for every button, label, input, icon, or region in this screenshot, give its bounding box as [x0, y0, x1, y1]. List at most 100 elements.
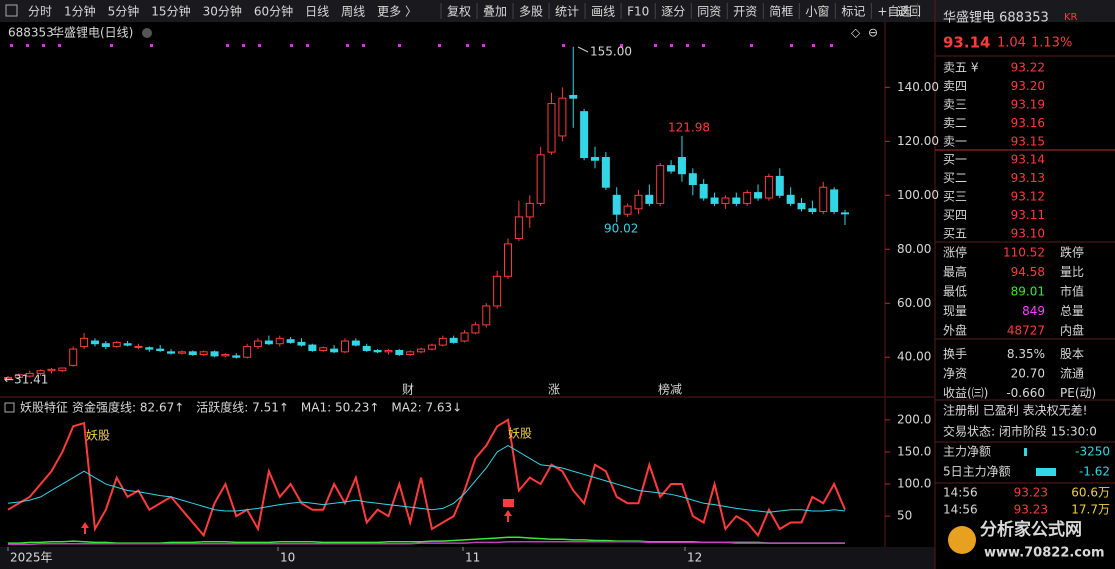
- candle-body: [427, 344, 436, 350]
- event-dot: [562, 44, 565, 47]
- candle-body: [373, 349, 382, 353]
- toolbar-tab[interactable]: 复权: [447, 5, 471, 19]
- event-dot: [58, 44, 61, 47]
- signal-arrow: [504, 510, 512, 522]
- high-pointer: [577, 46, 589, 53]
- candle-body: [449, 337, 458, 343]
- candle-body: [677, 157, 686, 175]
- toolbar-tab[interactable]: 15分钟: [151, 4, 190, 19]
- candle-body: [754, 192, 763, 199]
- candle-body: [308, 344, 317, 351]
- x-tick-label: 11: [465, 551, 480, 565]
- candle-body: [330, 348, 339, 353]
- stat-label: 外盘: [943, 323, 967, 338]
- indicator-line: [8, 541, 845, 546]
- candle-body: [493, 275, 502, 307]
- candle-body: [590, 157, 599, 161]
- candle-body: [351, 340, 360, 346]
- candle-body: [123, 343, 132, 346]
- candle-body: [264, 340, 273, 345]
- candle-body: [47, 368, 56, 372]
- indicator-icon: [4, 402, 15, 413]
- candle-body: [340, 340, 349, 353]
- x-tick-label: 10: [280, 551, 295, 565]
- dropdown[interactable]: [142, 28, 152, 38]
- candle-body: [743, 192, 752, 204]
- stat-label: 量比: [1060, 265, 1084, 279]
- settings[interactable]: ⊖: [868, 26, 878, 40]
- candle-body: [101, 343, 110, 347]
- price: 93.14: [943, 34, 990, 52]
- toolbar-tab[interactable]: 叠加: [483, 5, 507, 19]
- back-button[interactable]: 返回: [897, 5, 921, 19]
- tick-volume: 17.7万: [1071, 503, 1110, 517]
- toolbar-tab[interactable]: 简框: [769, 5, 793, 19]
- book-price: 93.13: [1011, 171, 1045, 185]
- menu-icon[interactable]: [5, 4, 18, 17]
- toolbar-tab[interactable]: 逐分: [661, 5, 685, 19]
- candle-body: [732, 197, 741, 204]
- toolbar-tab[interactable]: +自选: [877, 5, 911, 19]
- event-dot: [620, 44, 623, 47]
- y-tick-label: 200.0: [897, 412, 931, 426]
- candle-body: [645, 194, 654, 204]
- toolbar-tab[interactable]: 周线: [341, 5, 365, 19]
- candle-body: [819, 186, 828, 213]
- toolbar-tab[interactable]: 更多 〉: [377, 5, 417, 19]
- toolbar-tab[interactable]: 多股: [519, 5, 543, 19]
- tick-time: 14:56: [943, 503, 978, 517]
- watermark-logo: [948, 526, 976, 554]
- book-price: 93.16: [1011, 116, 1045, 130]
- tick-price: 93.23: [1014, 503, 1048, 517]
- candle-body: [58, 367, 67, 372]
- toolbar-tab[interactable]: 同资: [697, 5, 721, 19]
- toolbar-tab[interactable]: 60分钟: [254, 4, 293, 19]
- watermark-name: 分析家公式网: [980, 519, 1082, 540]
- book-price: 93.19: [1011, 98, 1045, 112]
- y-tick-label: 40.00: [897, 350, 931, 364]
- toolbar-tab[interactable]: 30分钟: [203, 4, 242, 19]
- candle-body: [482, 305, 491, 326]
- book-label: 卖五 ¥: [943, 61, 979, 75]
- book-label: 买五: [943, 227, 967, 241]
- book-label: 买三: [943, 190, 967, 204]
- pct: 1.13%: [1031, 36, 1072, 51]
- candle-body: [536, 154, 545, 204]
- toolbar-tab[interactable]: 开资: [733, 5, 757, 19]
- event-marker: 榜减: [658, 382, 682, 397]
- candle-body: [786, 194, 795, 204]
- y-tick-label: 120.00: [897, 134, 939, 148]
- tick-volume: 60.6万: [1071, 486, 1110, 500]
- toolbar-tab[interactable]: 日线: [305, 5, 329, 19]
- toolbar-tab[interactable]: 标记: [841, 5, 865, 19]
- indicator-legend: MA1: 50.23↑: [301, 401, 379, 415]
- candle-body: [460, 332, 469, 342]
- candle-body: [580, 111, 589, 159]
- stat-label: 现量: [943, 304, 967, 318]
- candle-body: [25, 372, 34, 377]
- flow-label: 主力净额: [943, 445, 991, 459]
- stat-label: 股本: [1060, 347, 1084, 361]
- diamond[interactable]: ◇: [851, 26, 861, 40]
- event-dot: [466, 44, 469, 47]
- toolbar-tab[interactable]: 画线: [591, 5, 615, 19]
- event-dot: [150, 44, 153, 47]
- toolbar-tab[interactable]: 1分钟: [64, 4, 96, 19]
- toolbar-tab[interactable]: 统计: [555, 5, 579, 19]
- stat-value: -0.660: [1006, 386, 1045, 400]
- toolbar-tab[interactable]: F10: [627, 5, 649, 19]
- candle-body: [362, 345, 371, 351]
- stat-label: PE(动): [1060, 386, 1096, 400]
- candle-body: [36, 370, 45, 374]
- candle-body: [514, 216, 523, 239]
- book-label: 买四: [943, 208, 967, 222]
- candle-body: [471, 324, 480, 334]
- event-dot: [26, 44, 29, 47]
- candle-body: [438, 337, 447, 346]
- candle-body: [395, 349, 404, 356]
- candle-body: [319, 347, 328, 351]
- toolbar-tab[interactable]: 5分钟: [108, 4, 140, 19]
- toolbar-tab[interactable]: 分时: [28, 5, 52, 19]
- candle-body: [417, 348, 426, 353]
- toolbar-tab[interactable]: 小窗: [805, 5, 829, 19]
